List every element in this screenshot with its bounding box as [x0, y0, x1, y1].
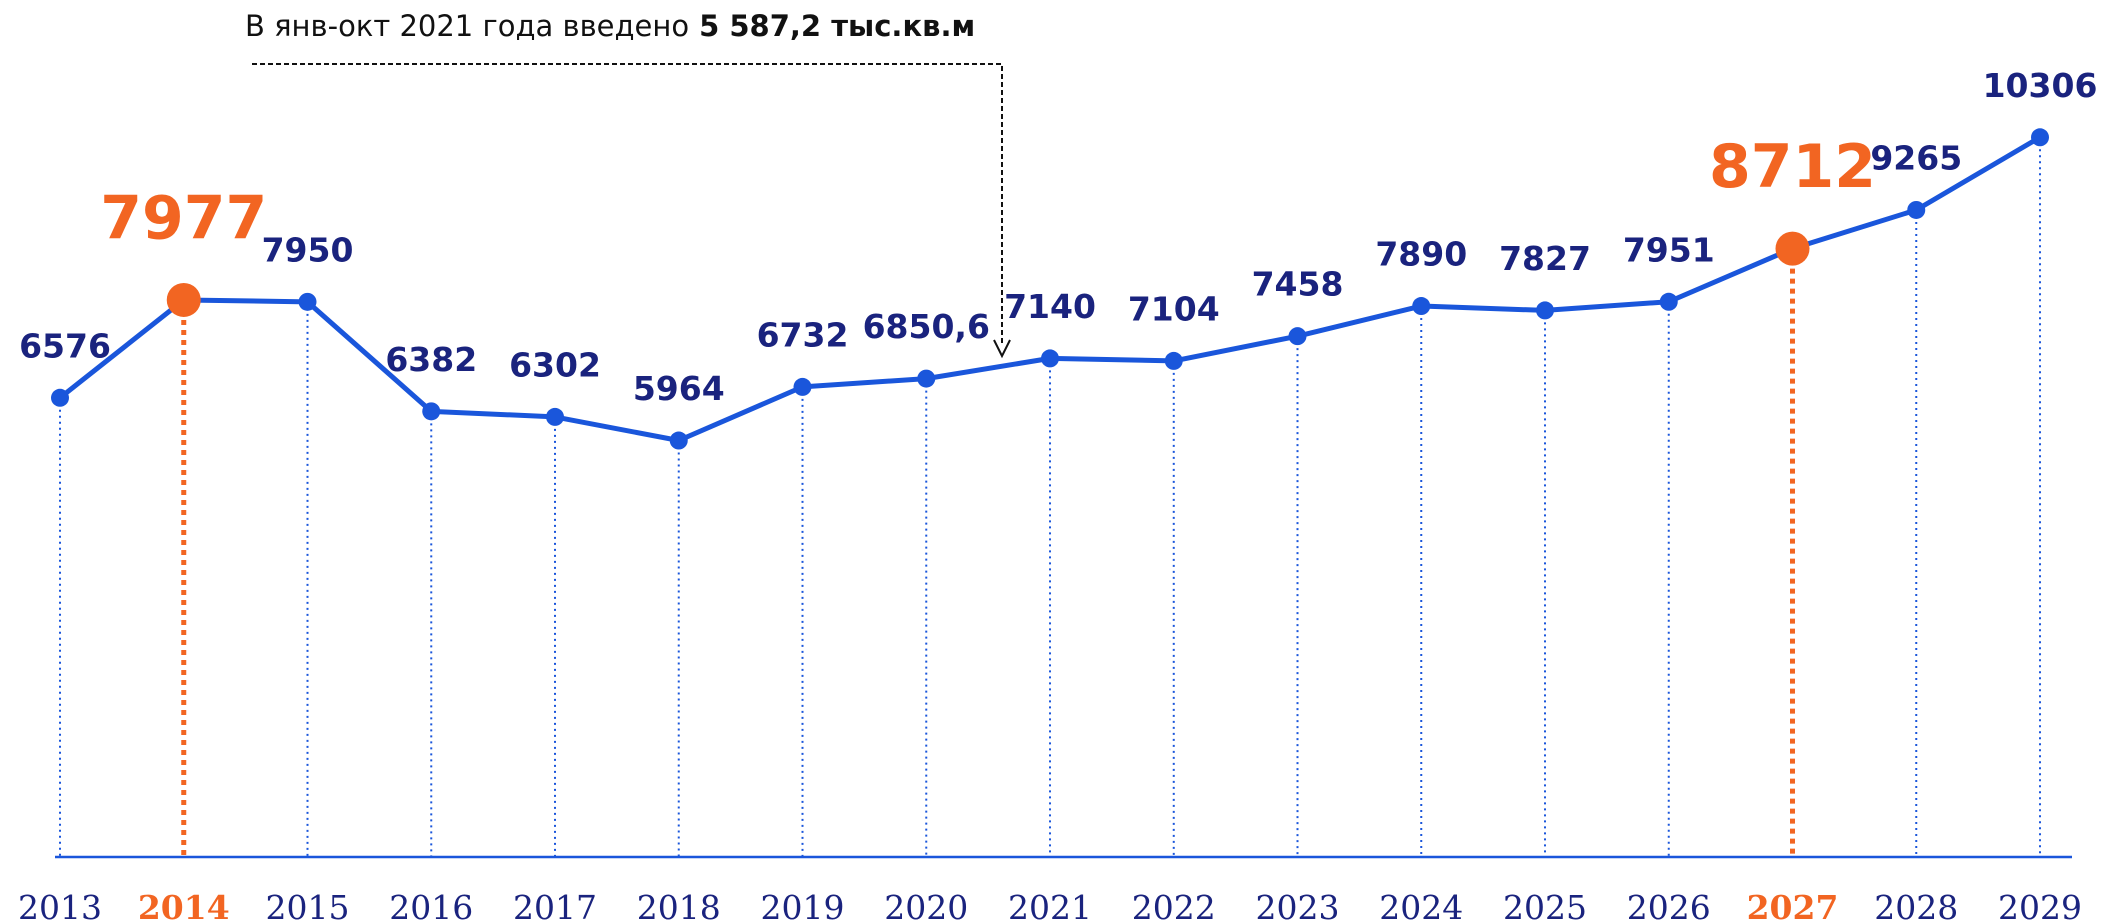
x-tick-label: 2020	[884, 888, 968, 924]
point	[1288, 327, 1307, 346]
value-label: 7977	[100, 184, 267, 254]
value-label: 8712	[1709, 132, 1876, 202]
annotation-text: В янв-окт 2021 года введено	[245, 9, 689, 43]
value-label: 10306	[1983, 66, 2098, 105]
value-label: 5964	[633, 369, 725, 408]
point	[546, 407, 564, 426]
point	[1041, 349, 1059, 368]
x-tick-label: 2022	[1132, 888, 1216, 924]
x-tick-label: 2025	[1503, 888, 1587, 924]
point	[1659, 292, 1678, 311]
annotation-leader	[252, 63, 1003, 345]
value-label: 9265	[1870, 138, 1962, 177]
point	[669, 431, 688, 450]
x-tick-label: 2014	[138, 888, 230, 924]
point	[1164, 351, 1183, 370]
value-label: 7140	[1004, 287, 1096, 326]
point	[917, 369, 936, 388]
value-label: 6576	[19, 326, 111, 365]
point	[51, 388, 69, 407]
value-label: 6302	[509, 345, 601, 384]
x-tick-label: 2019	[761, 888, 845, 924]
point	[422, 402, 441, 421]
point	[1775, 231, 1810, 266]
x-tick-label: 2016	[389, 888, 473, 924]
x-tick-label: 2013	[18, 888, 102, 924]
x-tick-label: 2027	[1747, 888, 1839, 924]
x-tick-label: 2024	[1379, 888, 1463, 924]
value-label: 6850,6	[863, 307, 990, 346]
point	[793, 377, 812, 396]
value-label: 7827	[1499, 239, 1591, 278]
x-tick-label: 2021	[1008, 888, 1092, 924]
value-label: 7951	[1623, 230, 1715, 269]
x-tick-label: 2028	[1874, 888, 1958, 924]
x-tick-label: 2029	[1998, 888, 2082, 924]
x-tick-label: 2023	[1256, 888, 1340, 924]
value-label: 7950	[262, 230, 354, 269]
x-tick-label: 2015	[266, 888, 350, 924]
point	[1907, 200, 1926, 219]
annotation: В янв-окт 2021 года введено 5 587,2 тыс.к…	[245, 9, 975, 43]
value-label: 7458	[1252, 265, 1344, 304]
point	[166, 282, 201, 317]
value-label: 6382	[385, 340, 477, 379]
value-label: 6732	[757, 315, 849, 354]
value-label: 7890	[1375, 235, 1467, 274]
annotation-bold: 5 587,2 тыс.кв.м	[699, 9, 975, 43]
point	[1536, 301, 1554, 320]
x-tick-label: 2018	[637, 888, 721, 924]
value-label: 7104	[1128, 289, 1220, 328]
point	[1412, 297, 1431, 316]
x-tick-label: 2026	[1627, 888, 1711, 924]
point	[2031, 128, 2049, 147]
annotation-arrow	[993, 339, 1011, 359]
point	[298, 292, 317, 311]
x-tick-label: 2017	[513, 888, 597, 924]
